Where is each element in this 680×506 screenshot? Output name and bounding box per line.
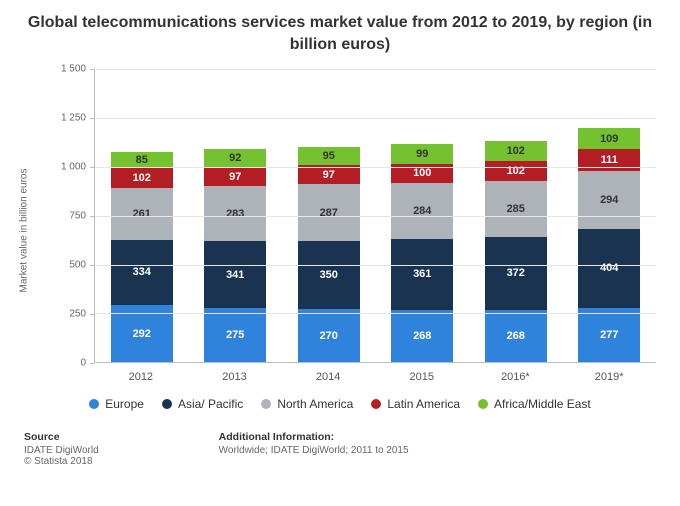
bar-segment: 372 (485, 237, 547, 310)
y-tick-mark (90, 363, 94, 364)
source-block: Source IDATE DigiWorld © Statista 2018 (24, 431, 99, 467)
grid-line (95, 69, 656, 70)
bar-column: 2753412839792 (204, 149, 266, 362)
bar-segment: 97 (204, 167, 266, 186)
chart-title: Global telecommunications services marke… (18, 12, 662, 55)
chart-area: Market value in billion euros 0250500750… (60, 63, 656, 387)
bar-segment: 285 (485, 181, 547, 237)
bar-column: 2703502879795 (298, 147, 360, 362)
y-tick-label: 1 000 (61, 162, 86, 173)
y-tick-label: 250 (69, 309, 86, 320)
legend-item: Europe (89, 397, 144, 411)
bar-segment: 287 (298, 184, 360, 240)
y-axis-label: Market value in billion euros (19, 169, 30, 293)
grid-line (95, 216, 656, 217)
additional-info-text: Worldwide; IDATE DigiWorld; 2011 to 2015 (219, 445, 409, 456)
bar-segment: 294 (578, 171, 640, 229)
legend-label: Africa/Middle East (494, 397, 591, 411)
bar-segment: 275 (204, 308, 266, 362)
bar-segment: 334 (111, 240, 173, 305)
x-axis: 2012 2013 2014 2015 2016* 2019* (94, 367, 656, 387)
legend-item: Latin America (371, 397, 460, 411)
bar-segment: 97 (298, 165, 360, 184)
bar-segment: 350 (298, 241, 360, 310)
source-name: IDATE DigiWorld (24, 445, 99, 456)
legend-label: North America (277, 397, 353, 411)
legend-item: North America (261, 397, 353, 411)
bar-segment: 270 (298, 309, 360, 362)
bar-segment: 95 (298, 147, 360, 166)
legend-item: Africa/Middle East (478, 397, 591, 411)
x-tick-label: 2015 (391, 367, 453, 387)
x-tick-label: 2012 (110, 367, 172, 387)
x-tick-label: 2013 (203, 367, 265, 387)
legend: Europe Asia/ Pacific North America Latin Am… (18, 397, 662, 411)
bar-segment: 404 (578, 229, 640, 308)
legend-swatch-icon (261, 399, 271, 409)
bar-segment: 109 (578, 128, 640, 149)
bar-segment: 102 (485, 141, 547, 161)
plot-area: 2923342611028527534128397922703502879795… (94, 69, 656, 363)
grid-line (95, 313, 656, 314)
bar-segment: 268 (485, 310, 547, 363)
legend-label: Europe (105, 397, 144, 411)
grid-line (95, 265, 656, 266)
bar-segment: 261 (111, 188, 173, 239)
bar-segment: 277 (578, 308, 640, 362)
bar-column: 268372285102102 (485, 141, 547, 362)
source-heading: Source (24, 431, 99, 443)
bar-segment: 268 (391, 310, 453, 363)
y-tick-label: 1 250 (61, 113, 86, 124)
bar-segment: 361 (391, 239, 453, 310)
legend-swatch-icon (89, 399, 99, 409)
x-tick-label: 2019* (578, 367, 640, 387)
bar-segment: 111 (578, 149, 640, 171)
bar-column: 277404294111109 (578, 128, 640, 362)
y-tick-label: 750 (69, 211, 86, 222)
bar-segment: 102 (111, 168, 173, 188)
y-tick-label: 1 500 (61, 64, 86, 75)
legend-swatch-icon (371, 399, 381, 409)
x-tick-label: 2016* (484, 367, 546, 387)
bar-segment: 92 (204, 149, 266, 167)
bar-column: 29233426110285 (111, 152, 173, 362)
bar-segment: 341 (204, 241, 266, 308)
legend-swatch-icon (478, 399, 488, 409)
bar-segment: 99 (391, 144, 453, 163)
y-tick-label: 0 (80, 358, 86, 369)
legend-label: Latin America (387, 397, 460, 411)
chart-footer: Source IDATE DigiWorld © Statista 2018 A… (18, 431, 662, 467)
legend-item: Asia/ Pacific (162, 397, 243, 411)
copyright-text: © Statista 2018 (24, 456, 99, 467)
legend-swatch-icon (162, 399, 172, 409)
additional-info-block: Additional Information: Worldwide; IDATE… (219, 431, 409, 467)
grid-line (95, 118, 656, 119)
legend-label: Asia/ Pacific (178, 397, 243, 411)
x-tick-label: 2014 (297, 367, 359, 387)
grid-line (95, 167, 656, 168)
bar-segment: 284 (391, 183, 453, 239)
bar-segment: 102 (485, 161, 547, 181)
bar-column: 26836128410099 (391, 144, 453, 362)
additional-info-heading: Additional Information: (219, 431, 409, 443)
bar-segment: 283 (204, 186, 266, 241)
y-tick-label: 500 (69, 260, 86, 271)
